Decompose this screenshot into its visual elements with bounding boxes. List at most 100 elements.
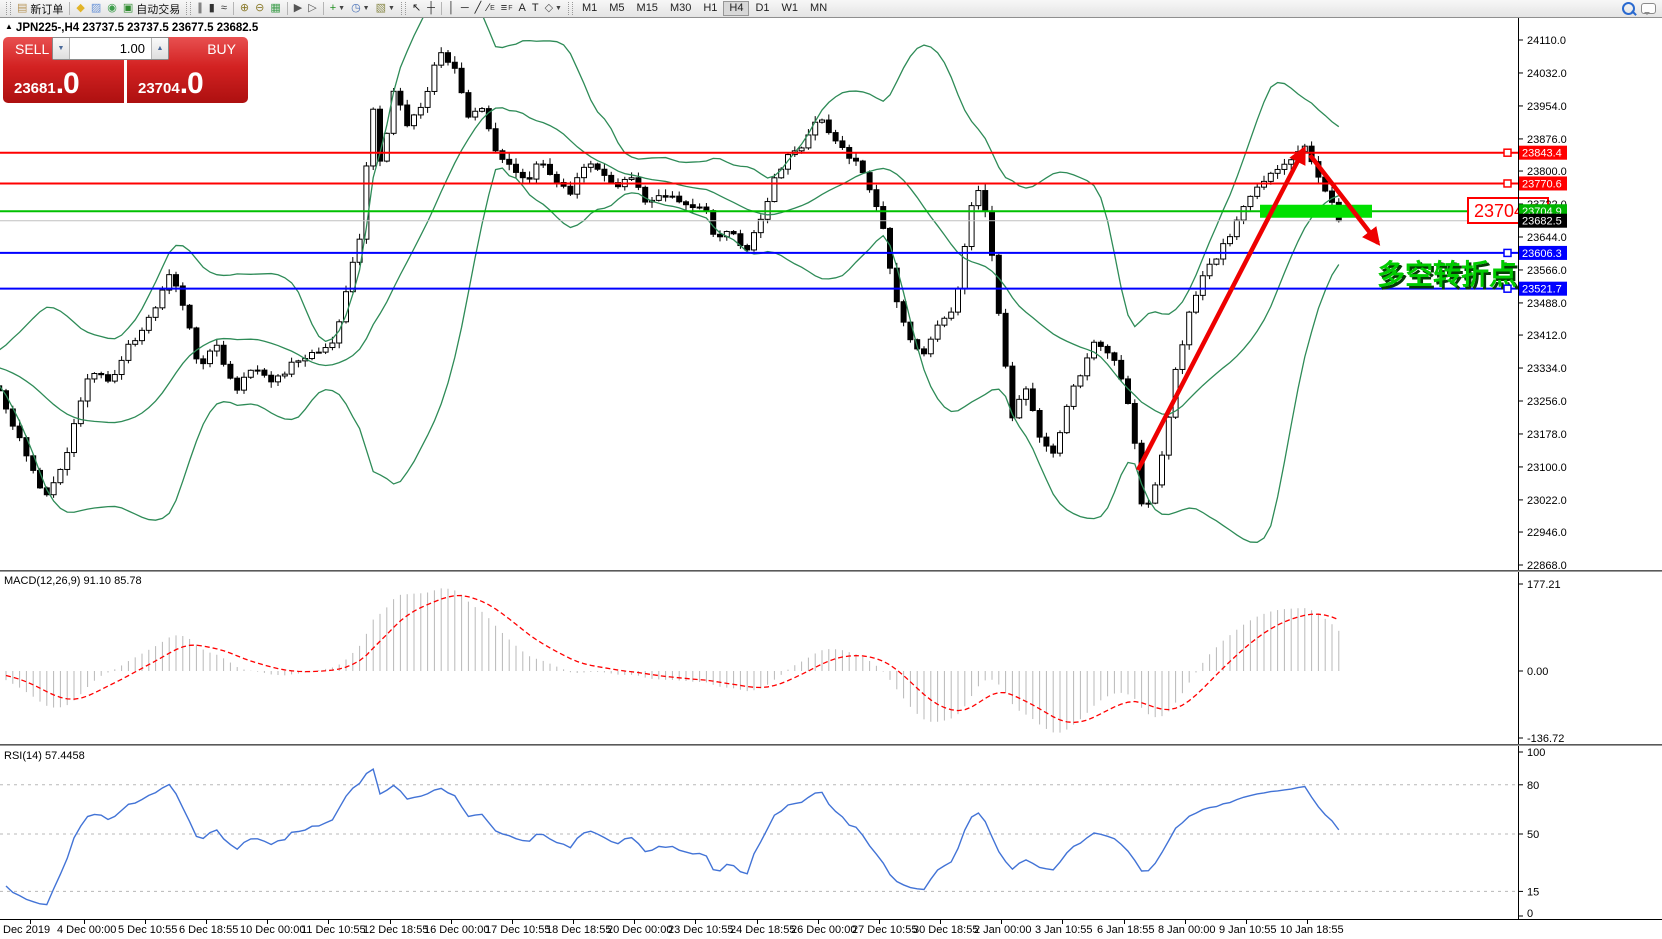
timeframe-m5[interactable]: M5 (609, 2, 625, 14)
indicators-icon[interactable]: + ▼ (327, 1, 348, 17)
tile-windows-icon[interactable]: ▦ (267, 1, 283, 17)
candle-body (132, 340, 139, 345)
candle-body (1138, 442, 1145, 505)
zoom-out-icon[interactable]: ⊖ (252, 1, 267, 17)
candlestick-chart-icon[interactable]: ▮ (206, 1, 218, 17)
timeframe-w1[interactable]: W1 (781, 2, 799, 14)
candle-body (275, 375, 281, 383)
autotrading-button-label: 自动交易 (136, 3, 181, 16)
favorites-icon[interactable]: ◆ (73, 1, 87, 17)
timeframe-mn[interactable]: MN (810, 2, 828, 14)
time-axis-tick (573, 920, 574, 924)
time-axis-tick (940, 920, 941, 924)
timeframe-m30[interactable]: M30 (669, 2, 692, 14)
candle-body (1281, 163, 1288, 170)
autotrading-button[interactable]: ▣ 自动交易 (120, 1, 183, 17)
price-badge-label: 23770.6 (1522, 178, 1562, 190)
candle-body (261, 369, 268, 376)
text-icon[interactable]: A (515, 1, 528, 17)
toolbar-separator (232, 2, 234, 15)
candle-body (696, 206, 703, 209)
timeframe-d1[interactable]: D1 (755, 2, 770, 14)
time-axis-tick (267, 920, 268, 924)
timeframe-m15[interactable]: M15 (636, 2, 658, 14)
volume-decrease-button[interactable]: ▼ (53, 38, 70, 59)
crosshair-icon[interactable]: ┼ (424, 1, 438, 17)
price-axis-tick-label: 23256.0 (1527, 396, 1567, 408)
collapse-panel-icon[interactable]: ▲ (5, 22, 13, 31)
candle-body (533, 163, 540, 180)
candle-body (336, 321, 343, 344)
time-axis-label: 10 Dec 00:00 (240, 924, 306, 936)
candle-body (995, 254, 1002, 314)
rsi-background (0, 745, 1662, 920)
chat-icon[interactable] (1638, 1, 1659, 17)
price-axis-tick-label: 23412.0 (1527, 330, 1567, 342)
vertical-line-icon[interactable]: │ (445, 1, 458, 17)
periods-icon: ◷ (351, 2, 361, 14)
shapes-icon[interactable]: ◇ ▼ (542, 1, 565, 17)
rsi-axis-label: 15 (1527, 886, 1539, 898)
candle-body (587, 163, 594, 168)
time-axis-tick (30, 920, 31, 924)
timeframe-h1[interactable]: H1 (703, 2, 718, 14)
trendline-icon[interactable]: ╱ (472, 1, 485, 17)
macd-axis-label: 177.21 (1527, 579, 1561, 591)
cursor-icon[interactable]: ↖ (409, 1, 424, 17)
volume-increase-button[interactable]: ▲ (151, 38, 168, 59)
horizontal-line-icon[interactable]: ─ (458, 1, 472, 17)
macd-background (0, 571, 1662, 745)
time-axis-tick (84, 920, 85, 924)
timeframe-m1[interactable]: M1 (581, 2, 598, 14)
zoom-in-icon[interactable]: ⊕ (237, 1, 252, 17)
price-axis-tick-label: 23100.0 (1527, 462, 1567, 474)
periods-icon[interactable]: ◷ ▼ (348, 1, 373, 17)
macd-signal-line (5, 594, 1340, 724)
candle-body (309, 352, 315, 360)
candle-body (98, 373, 105, 376)
annotation-down-arrow[interactable] (1308, 153, 1381, 246)
equidistant-channel-icon[interactable]: ∕ E (484, 1, 498, 17)
equidistant-channel-icon: ∕ (487, 2, 490, 14)
rsi-axis-label: 0 (1527, 908, 1533, 920)
label-icon[interactable]: T (529, 1, 542, 17)
favorites-icon: ◆ (76, 2, 85, 14)
time-axis-label: 11 Dec 10:55 (301, 924, 366, 936)
price-badge-label: 23682.5 (1522, 216, 1562, 228)
templates-icon[interactable]: ▧ ▼ (373, 1, 398, 17)
chart-shift-icon[interactable]: ▷ (305, 1, 319, 17)
candle-body (887, 227, 893, 269)
volume-input[interactable]: 1.00 (119, 41, 145, 56)
candle-body (322, 347, 329, 353)
timeframe-h4[interactable]: H4 (723, 1, 750, 16)
time-axis-label: 30 Dec 18:55 (913, 924, 979, 936)
candle-body (1057, 432, 1063, 454)
time-axis-label: 8 Jan 00:00 (1158, 924, 1216, 936)
profiles-icon[interactable]: ▨ (88, 1, 104, 17)
new-order-button[interactable]: ▤ 新订单 (14, 1, 66, 17)
search-icon[interactable] (1619, 1, 1638, 17)
candle-body (159, 289, 166, 309)
line-chart-icon[interactable]: ≈ (218, 1, 230, 17)
time-axis-label: 27 Dec 10:55 (852, 924, 918, 936)
equidistant-channel-icon-sub: E (490, 5, 495, 12)
annotation-text-turning-point[interactable]: 多空转折点 (1377, 258, 1517, 290)
macd-axis-label: -136.72 (1527, 733, 1564, 745)
candle-body (288, 361, 295, 375)
time-axis-tick (1307, 920, 1308, 924)
indicators-icon: + (329, 2, 337, 14)
chart-background (0, 18, 1662, 571)
price-badge (1519, 245, 1567, 260)
bar-chart-icon[interactable]: ∥ (194, 1, 206, 17)
annotation-up-arrow[interactable] (1136, 145, 1306, 472)
fibonacci-icon[interactable]: ≡ F (498, 1, 516, 17)
candle-body (968, 205, 975, 248)
price-axis-tick-label: 23488.0 (1527, 298, 1567, 310)
macd-histogram (5, 588, 1340, 733)
auto-scroll-icon[interactable]: ▶ (291, 1, 305, 17)
candle-body (234, 377, 241, 391)
annotation-highlight-bar[interactable] (1260, 204, 1372, 218)
signals-icon[interactable]: ◉ (104, 1, 120, 17)
candle-body (757, 218, 764, 234)
